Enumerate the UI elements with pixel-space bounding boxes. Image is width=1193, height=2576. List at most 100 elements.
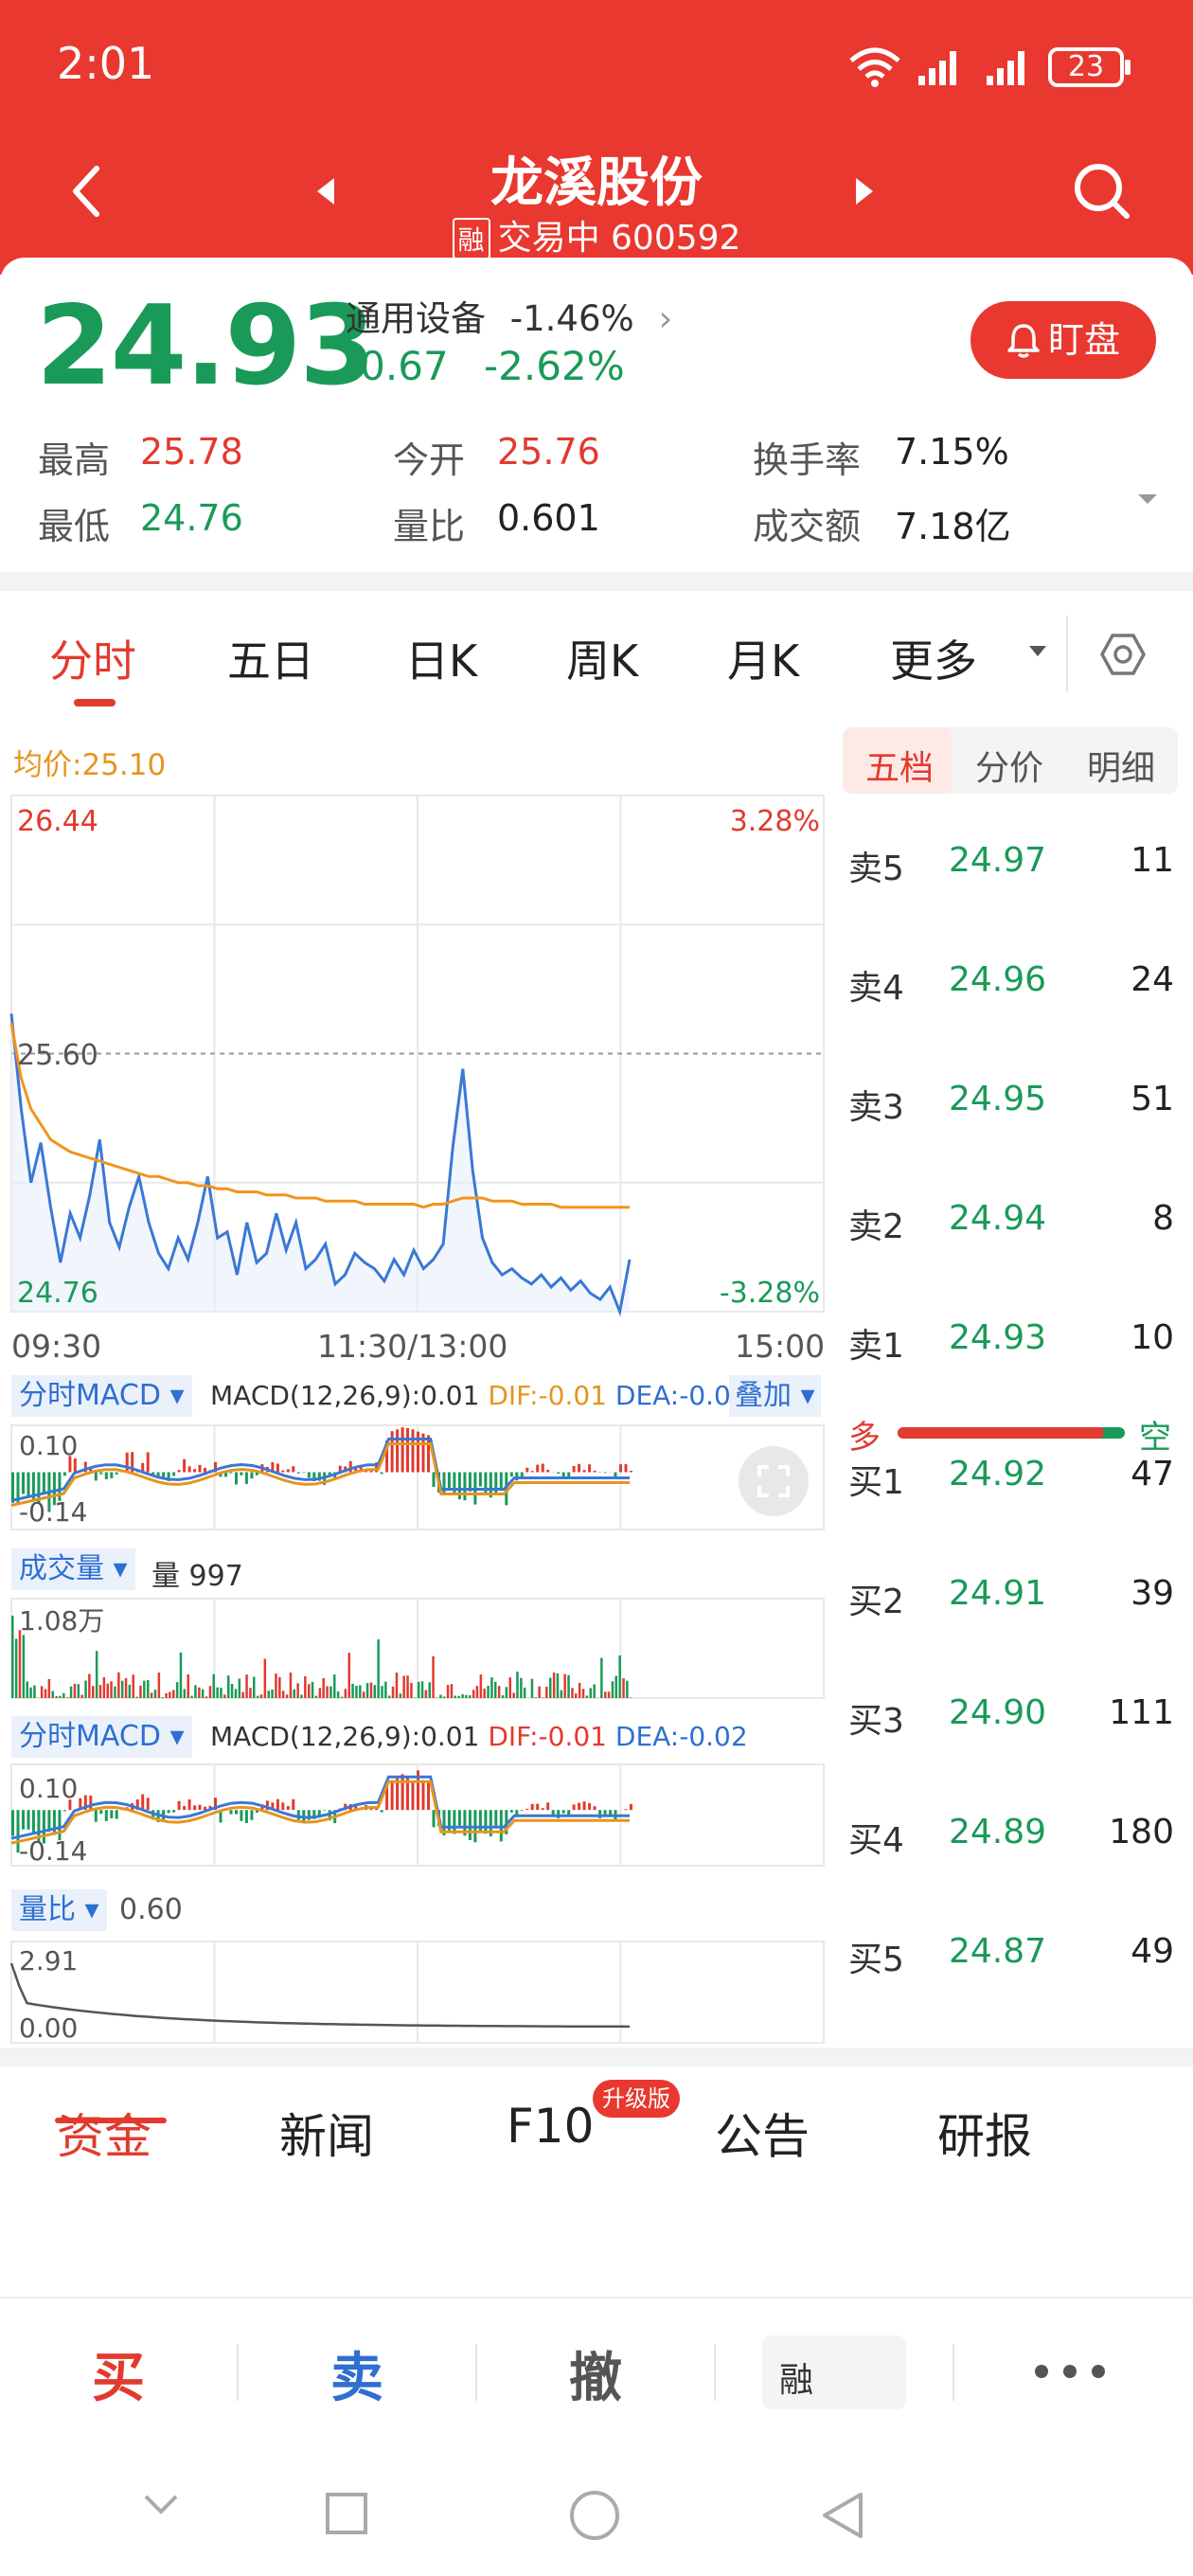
macd-bar	[509, 1472, 513, 1477]
volume-bar	[420, 1681, 424, 1698]
volume-bar	[18, 1630, 22, 1698]
macd-bar	[447, 1472, 451, 1491]
macd-bar	[541, 1808, 544, 1811]
prev-stock-icon[interactable]	[315, 176, 338, 206]
macd-bar	[94, 1472, 98, 1481]
stock-status-code: 交易中 600592	[497, 219, 741, 258]
macd-bar	[380, 1472, 383, 1475]
watch-button[interactable]: 盯盘	[970, 301, 1156, 379]
cancel-order-button[interactable]: 撤	[569, 2348, 622, 2409]
macd-bar	[94, 1810, 98, 1822]
order-level-row[interactable]: 卖4 24.96 24	[843, 960, 1184, 1013]
nav-recents-icon[interactable]	[324, 2491, 369, 2536]
order-level-row[interactable]: 卖1 24.93 10	[843, 1318, 1184, 1371]
caret-down-icon: ▾	[169, 1379, 185, 1412]
action-separator	[953, 2344, 954, 2401]
macd-bar	[141, 1794, 145, 1811]
volume-ratio-selector[interactable]: 量比 ▾	[11, 1889, 107, 1931]
macd-bar	[582, 1470, 586, 1473]
expand-down-icon[interactable]	[1136, 492, 1159, 508]
more-dropdown-icon[interactable]	[1027, 644, 1048, 659]
macd-2-bottom: -0.14	[19, 1835, 88, 1867]
volume-bar	[267, 1690, 270, 1698]
order-level-row[interactable]: 买1 24.92 47	[843, 1455, 1184, 1508]
chart-tab[interactable]: 分时	[49, 635, 136, 687]
info-tab[interactable]: 公告	[715, 2109, 810, 2164]
order-level-row[interactable]: 卖3 24.95 51	[843, 1080, 1184, 1133]
nav-back-icon[interactable]	[819, 2489, 866, 2542]
macd-bar	[219, 1472, 223, 1477]
margin-trade-button[interactable]: 融	[762, 2335, 906, 2409]
volume-bar	[106, 1683, 109, 1698]
macd-bar	[609, 1810, 613, 1817]
volume-bar	[165, 1692, 168, 1698]
order-level-label: 卖4	[848, 969, 904, 1008]
macd-bar	[312, 1472, 316, 1481]
volume-bar	[84, 1680, 87, 1698]
volume-bar	[205, 1696, 208, 1698]
nav-home-icon[interactable]	[568, 2489, 621, 2542]
nav-collapse-icon[interactable]	[142, 2491, 180, 2519]
chart-tab-indicator	[74, 699, 116, 707]
intraday-charts[interactable]	[0, 720, 833, 2046]
macd-bar	[457, 1472, 461, 1500]
search-icon[interactable]	[1070, 159, 1132, 222]
macd-bar	[401, 1427, 404, 1473]
volume-bar	[208, 1686, 212, 1698]
fullscreen-button[interactable]	[739, 1446, 809, 1516]
volume-bar	[567, 1674, 570, 1698]
order-level-row[interactable]: 卖5 24.97 11	[843, 841, 1184, 894]
macd-bar	[172, 1810, 176, 1813]
buy-button[interactable]: 买	[92, 2348, 145, 2409]
stat-label: 最低	[38, 506, 111, 547]
macd-selector-2[interactable]: 分时MACD ▾	[11, 1716, 192, 1758]
info-tab[interactable]: 资金	[57, 2109, 151, 2164]
macd-bar	[509, 1810, 513, 1813]
order-level-row[interactable]: 买5 24.87 49	[843, 1932, 1184, 1985]
back-icon[interactable]	[68, 163, 106, 220]
order-level-label: 买1	[848, 1463, 904, 1502]
macd-selector-1[interactable]: 分时MACD ▾	[11, 1375, 192, 1417]
more-options-icon[interactable]	[1032, 2362, 1108, 2381]
chart-settings-icon[interactable]	[1098, 630, 1148, 679]
order-level-row[interactable]: 卖2 24.94 8	[843, 1199, 1184, 1252]
overlay-button[interactable]: 叠加 ▾	[729, 1375, 821, 1417]
macd-bar	[16, 1810, 20, 1853]
volume-bar	[424, 1690, 428, 1698]
chart-tab[interactable]: 周K	[566, 635, 639, 687]
macd-bar	[42, 1810, 45, 1844]
content-sheet	[0, 258, 1193, 2576]
depth-tab[interactable]: 分价	[974, 749, 1043, 788]
volume-bar	[285, 1694, 289, 1698]
sell-button[interactable]: 卖	[330, 2348, 383, 2409]
chart-tab[interactable]: 五日	[227, 635, 314, 687]
volume-selector[interactable]: 成交量 ▾	[11, 1548, 135, 1590]
macd-bar	[385, 1440, 389, 1473]
order-level-row[interactable]: 买3 24.90 111	[843, 1693, 1184, 1746]
info-tab[interactable]: 研报	[937, 2109, 1032, 2164]
volume-bar	[581, 1689, 585, 1698]
volume-ratio-value: 0.60	[119, 1893, 183, 1926]
macd-bar	[348, 1460, 352, 1473]
depth-tab[interactable]: 明细	[1086, 749, 1155, 788]
chart-tab[interactable]: 日K	[405, 635, 478, 687]
next-stock-icon[interactable]	[852, 176, 875, 206]
macd-bar	[131, 1452, 134, 1473]
volume-bar	[523, 1687, 526, 1698]
order-level-row[interactable]: 买2 24.91 39	[843, 1574, 1184, 1627]
macd-bar	[240, 1472, 243, 1476]
volume-bar	[388, 1695, 391, 1698]
volume-bar	[311, 1681, 314, 1698]
chart-tab[interactable]: 更多	[890, 635, 977, 687]
volume-bar	[238, 1678, 241, 1698]
volume-bar	[362, 1691, 365, 1698]
info-tab[interactable]: 新闻	[279, 2109, 374, 2164]
order-level-row[interactable]: 买4 24.89 180	[843, 1813, 1184, 1866]
chart-tab[interactable]: 月K	[727, 635, 800, 687]
industry-name: 通用设备	[346, 298, 486, 339]
macd-bar	[104, 1810, 108, 1821]
depth-tab[interactable]: 五档	[864, 749, 934, 788]
info-tab[interactable]: F10	[507, 2099, 595, 2154]
industry-row[interactable]: 通用设备 -1.46% ›	[346, 290, 672, 341]
volume-bar	[80, 1694, 83, 1698]
